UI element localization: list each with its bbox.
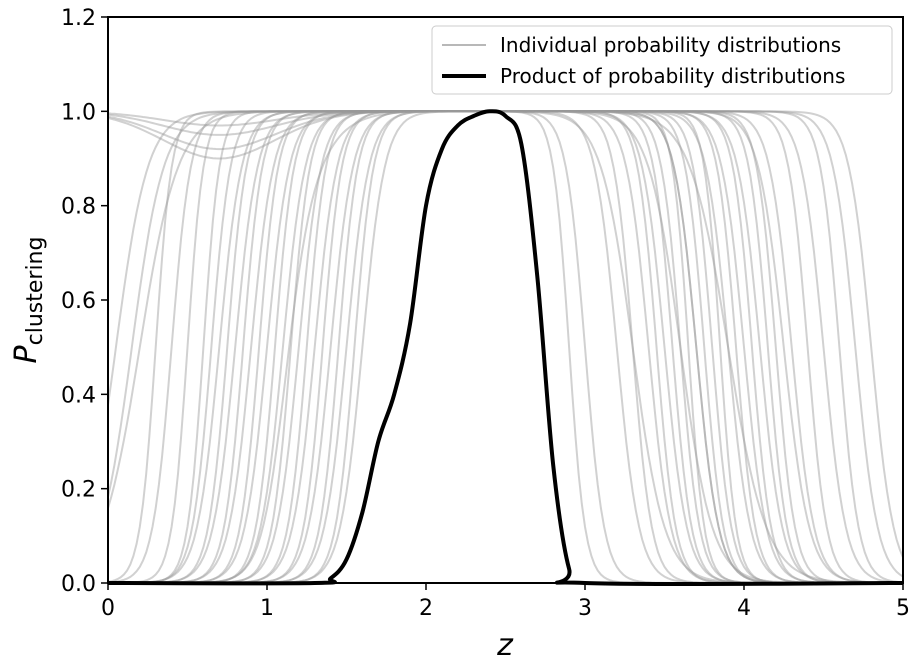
y-tick-label: 0.8 [61,195,96,220]
y-tick-label: 0.6 [61,289,96,314]
individual-curve [108,110,904,584]
legend-label-individual: Individual probability distributions [500,33,841,57]
axes [107,16,904,584]
x-tick-label: 3 [578,596,592,621]
individual-curve [108,110,904,584]
legend-box [431,25,893,95]
y-tick-label: 1.0 [61,100,96,125]
y-tick-label: 0.0 [61,572,96,597]
y-tick-label: 0.4 [61,383,96,408]
x-tick-label: 0 [101,596,115,621]
individual-curve [108,110,903,584]
plot-frame [107,16,904,584]
y-tick-label: 0.2 [61,478,96,503]
individual-curve [108,110,903,584]
individual-curve [108,110,903,584]
y-axis-label: Pclustering [9,237,48,364]
individual-curve [107,110,903,584]
individual-curves [107,110,904,584]
y-ticks: 0.0 0.2 0.4 0.6 0.8 1.0 1.2 [61,6,108,597]
legend: Individual probability distributions Pro… [431,25,893,95]
x-tick-label: 1 [260,596,274,621]
y-axis-label-sub: clustering [23,237,48,346]
individual-curve [107,110,904,584]
individual-curve [108,110,903,584]
x-axis-label: z [496,628,514,663]
svg-text:Pclustering: Pclustering [9,237,48,364]
individual-curve [108,110,903,584]
legend-label-product: Product of probability distributions [500,64,845,88]
x-tick-label: 4 [737,596,751,621]
x-ticks: 0 1 2 3 4 5 [101,583,910,621]
y-tick-label: 1.2 [61,6,96,31]
individual-curve [108,110,903,584]
y-axis-label-main: P [9,344,44,363]
product-curve [107,109,904,587]
x-tick-label: 2 [419,596,433,621]
x-tick-label: 5 [896,596,910,621]
product-curve-group [107,109,904,587]
